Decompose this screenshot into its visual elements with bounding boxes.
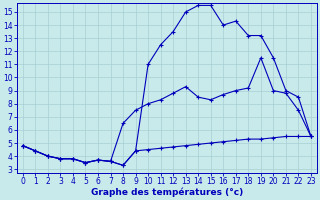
X-axis label: Graphe des températures (°c): Graphe des températures (°c) (91, 188, 243, 197)
